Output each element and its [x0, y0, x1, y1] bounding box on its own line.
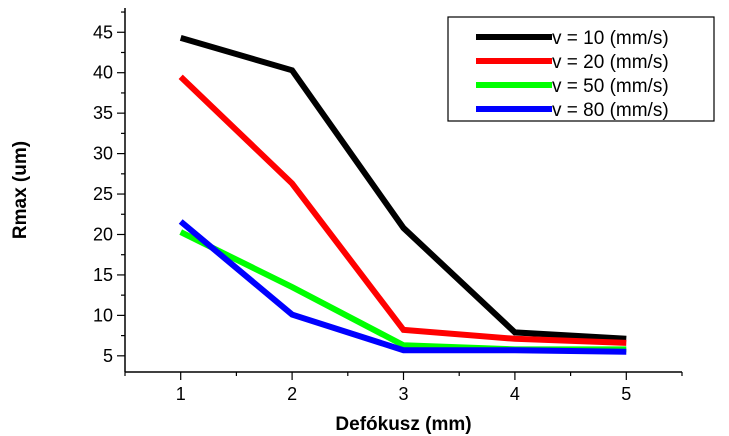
y-axis-title: Rmax (um) — [10, 141, 31, 239]
x-tick-label: 2 — [287, 384, 297, 404]
y-tick-label: 5 — [103, 346, 113, 366]
y-tick-label: 35 — [93, 103, 113, 123]
x-tick-label: 3 — [398, 384, 408, 404]
legend-label: v = 20 (mm/s) — [552, 52, 669, 73]
y-tick-label: 25 — [93, 184, 113, 204]
x-tick-label: 1 — [176, 384, 186, 404]
series-line-1 — [179, 35, 627, 342]
y-tick-label: 45 — [93, 22, 113, 42]
legend-label: v = 80 (mm/s) — [552, 100, 669, 121]
y-tick-label: 30 — [93, 144, 113, 164]
series-line-4 — [178, 219, 627, 355]
y-tick-label: 15 — [93, 265, 113, 285]
x-tick-label: 4 — [510, 384, 520, 404]
y-tick-label: 10 — [93, 305, 113, 325]
x-axis-title: Defókusz (mm) — [335, 414, 471, 435]
y-tick-label: 40 — [93, 63, 113, 83]
y-tick-label: 20 — [93, 224, 113, 244]
x-tick-label: 5 — [621, 384, 631, 404]
series-line-2 — [178, 74, 627, 346]
legend: v = 10 (mm/s) v = 20 (mm/s) v = 50 (mm/s) v… — [447, 16, 715, 122]
legend-label: v = 50 (mm/s) — [552, 76, 669, 97]
legend-label: v = 10 (mm/s) — [552, 28, 669, 49]
series-layer — [178, 35, 627, 355]
